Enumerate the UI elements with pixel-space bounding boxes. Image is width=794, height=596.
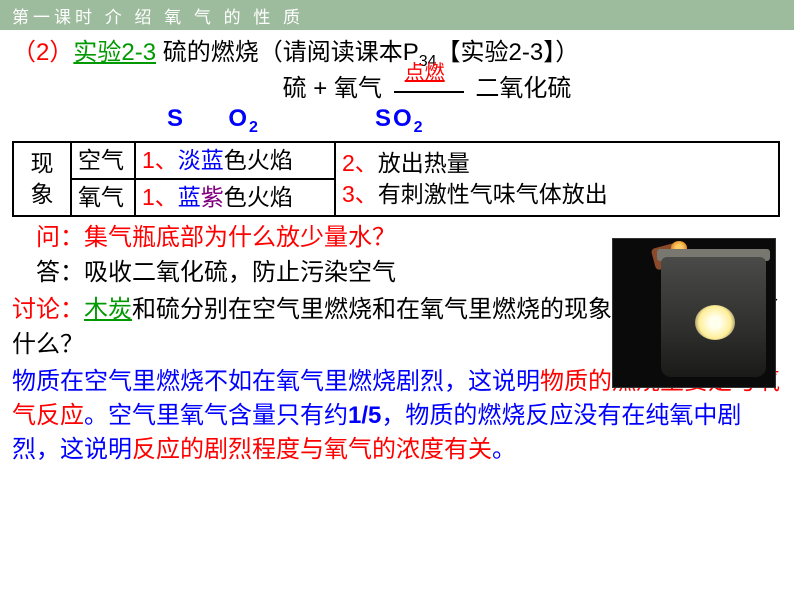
cell-air: 空气 bbox=[71, 142, 135, 179]
arrow-line bbox=[394, 91, 464, 93]
slide-header: 第一课时 介 绍 氧 气 的 性 质 bbox=[0, 0, 794, 30]
c6: 。 bbox=[492, 436, 516, 463]
so2-sub: 2 bbox=[414, 119, 425, 136]
experiment-photo bbox=[612, 238, 776, 388]
flame-icon bbox=[695, 305, 735, 340]
rowspan-header: 现象 bbox=[13, 142, 71, 216]
num1: 1、 bbox=[142, 147, 178, 173]
eq-right: 二氧化硫 bbox=[475, 75, 571, 102]
num3: 3、 bbox=[342, 181, 378, 207]
heat-text: 放出热量 bbox=[378, 150, 470, 176]
cell-oxygen: 氧气 bbox=[71, 179, 135, 216]
item-number: （2） bbox=[12, 39, 73, 66]
fraction: 1/5 bbox=[348, 402, 381, 429]
formula-so2: SO bbox=[375, 105, 414, 132]
num1b: 1、 bbox=[142, 184, 178, 210]
title-text-1: 硫的燃烧（请阅读课本P bbox=[156, 39, 419, 66]
observation-table: 现象 空气 1、淡蓝色火焰 2、放出热量 3、有刺激性气味气体放出 氧气 1、蓝… bbox=[12, 141, 780, 217]
discuss-label: 讨论： bbox=[12, 296, 84, 323]
flame-color-1: 淡蓝 bbox=[178, 147, 224, 173]
c1: 物质在空气里燃烧不如在氧气里燃烧剧烈，这说明 bbox=[12, 368, 540, 395]
formula-o2: O bbox=[228, 105, 249, 132]
cell-oxygen-flame: 1、蓝紫色火焰 bbox=[135, 179, 335, 216]
flame-text-2: 色火焰 bbox=[224, 184, 293, 210]
eq-left: 硫 + 氧气 bbox=[283, 75, 382, 102]
formula-s: S bbox=[167, 105, 185, 132]
cell-air-flame: 1、淡蓝色火焰 bbox=[135, 142, 335, 179]
cell-common: 2、放出热量 3、有刺激性气味气体放出 bbox=[335, 142, 779, 216]
flame-purple: 紫 bbox=[201, 184, 224, 210]
experiment-ref: 实验2-3 bbox=[73, 39, 156, 66]
title-text-2: 【实验2-3】） bbox=[437, 39, 580, 66]
reaction-arrow: 点燃 bbox=[389, 74, 469, 105]
flame-blue: 蓝 bbox=[178, 184, 201, 210]
num2: 2、 bbox=[342, 150, 378, 176]
gas-text: 有刺激性气味气体放出 bbox=[378, 181, 608, 207]
flame-text-1: 色火焰 bbox=[224, 147, 293, 173]
title-line: （2）实验2-3 硫的燃烧（请阅读课本P34【实验2-3】） bbox=[12, 36, 782, 73]
charcoal: 木炭 bbox=[84, 296, 132, 323]
word-equation: 硫 + 氧气 点燃 二氧化硫 bbox=[72, 73, 782, 105]
condition-label: 点燃 bbox=[405, 60, 445, 86]
chemical-formulas: S O2SO2 bbox=[167, 105, 782, 137]
c5: 反应的剧烈程度与氧气的浓度有关 bbox=[132, 436, 492, 463]
c3: 。空气里氧气含量只有约 bbox=[84, 402, 348, 429]
o2-sub: 2 bbox=[249, 119, 260, 136]
